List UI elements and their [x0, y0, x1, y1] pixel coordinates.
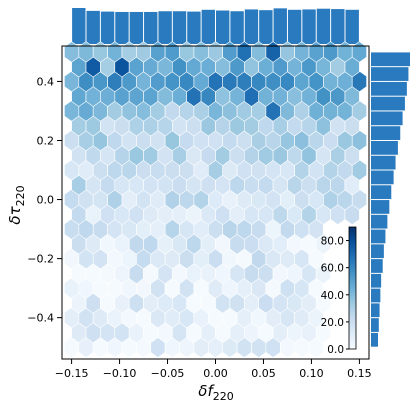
x-marginal-bar — [172, 11, 187, 45]
x-tick-label: −0.15 — [55, 367, 89, 380]
x-marginal-bar — [100, 11, 115, 45]
x-marginal-bar — [302, 9, 316, 45]
y-marginal-bar — [371, 229, 386, 244]
y-marginal-bar — [371, 200, 390, 214]
x-tick-label: −0.10 — [103, 367, 137, 380]
y-marginal-bar — [371, 52, 410, 67]
x-marginal-bar — [331, 9, 345, 44]
y-marginal-bar — [371, 303, 380, 318]
x-marginal-bar — [345, 9, 359, 45]
y-axis-label: δτ220 — [6, 185, 27, 224]
x-tick-label: 0.00 — [203, 367, 228, 380]
colorbar-tick-label: 20.0 — [321, 317, 344, 329]
y-marginal-bar — [371, 140, 398, 155]
colorbar-gradient — [348, 226, 357, 350]
x-marginal-bar — [187, 11, 201, 45]
x-marginal-bar — [244, 9, 259, 45]
colorbar-tick-label: 0.0 — [327, 344, 344, 356]
x-tick-label: 0.15 — [347, 367, 372, 380]
colorbar-tick-label: 80.0 — [321, 236, 344, 248]
x-marginal-bar — [316, 8, 331, 44]
y-marginal-bar — [371, 244, 384, 259]
y-marginal-bar — [371, 332, 379, 347]
x-marginal-histogram — [72, 8, 359, 45]
y-marginal-bar — [371, 273, 382, 288]
hexbin-cell — [351, 41, 367, 63]
x-marginal-bar — [129, 11, 144, 45]
y-marginal-histogram — [371, 52, 410, 347]
y-marginal-bar — [371, 67, 409, 81]
y-tick-label: 0.4 — [37, 75, 55, 88]
x-marginal-bar — [287, 9, 302, 45]
x-tick-label: 0.05 — [251, 367, 276, 380]
y-marginal-bar — [371, 318, 379, 332]
colorbar: 0.0 20.0 40.0 60.0 80.0 — [321, 226, 357, 356]
x-marginal-bar — [158, 11, 172, 45]
x-axis-ticks: −0.15 −0.10 −0.05 0.00 0.05 0.10 0.15 — [55, 359, 372, 380]
x-marginal-bar — [72, 8, 86, 44]
y-marginal-bar — [371, 170, 394, 185]
y-marginal-bar — [371, 96, 405, 111]
y-marginal-bar — [371, 155, 396, 170]
y-marginal-bar — [371, 81, 407, 96]
y-axis-ticks: −0.4 −0.2 0.0 0.2 0.4 — [27, 75, 62, 325]
x-marginal-bar — [216, 10, 230, 44]
x-tick-label: 0.10 — [299, 367, 324, 380]
y-marginal-bar — [371, 111, 403, 126]
x-marginal-bar — [230, 11, 244, 45]
x-marginal-bar — [201, 9, 215, 45]
y-tick-label: −0.2 — [27, 253, 54, 266]
x-marginal-bar — [259, 10, 273, 44]
x-marginal-bar — [86, 10, 100, 44]
y-marginal-bar — [371, 126, 401, 140]
y-tick-label: 0.2 — [37, 134, 55, 147]
y-marginal-bar — [371, 259, 383, 273]
colorbar-tick-label: 60.0 — [321, 263, 344, 275]
x-marginal-bar — [144, 11, 158, 45]
x-marginal-bar — [115, 11, 129, 45]
colorbar-tick-label: 40.0 — [321, 290, 344, 302]
y-tick-label: −0.4 — [27, 312, 54, 325]
x-tick-label: −0.05 — [151, 367, 185, 380]
y-marginal-bar — [371, 214, 388, 229]
x-marginal-bar — [273, 8, 287, 44]
hexbin-cells — [64, 41, 367, 358]
y-marginal-bar — [371, 288, 381, 303]
y-marginal-bar — [371, 185, 392, 200]
x-axis-label: δf220 — [198, 382, 233, 403]
y-tick-label: 0.0 — [37, 194, 55, 207]
